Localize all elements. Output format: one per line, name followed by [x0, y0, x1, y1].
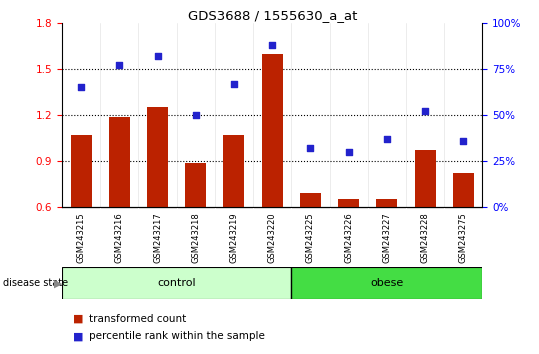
Text: GSM243220: GSM243220 — [268, 212, 277, 263]
Bar — [338, 199, 359, 207]
Point — [115, 63, 123, 68]
Point — [77, 85, 85, 90]
Point — [153, 53, 162, 59]
Text: ▶: ▶ — [54, 278, 63, 288]
Text: GSM243228: GSM243228 — [420, 212, 430, 263]
Text: GSM243227: GSM243227 — [382, 212, 391, 263]
Bar — [414, 150, 436, 207]
Bar — [224, 135, 245, 207]
Point — [344, 149, 353, 155]
Text: control: control — [157, 278, 196, 288]
Bar — [453, 173, 474, 207]
Text: GSM243216: GSM243216 — [115, 212, 124, 263]
Bar — [300, 193, 321, 207]
Point — [459, 138, 468, 144]
Text: GSM243215: GSM243215 — [77, 212, 86, 263]
Bar — [109, 116, 130, 207]
Text: transformed count: transformed count — [89, 314, 186, 324]
Bar — [376, 199, 397, 207]
Text: obese: obese — [370, 278, 404, 288]
Bar — [185, 162, 206, 207]
Text: disease state: disease state — [3, 278, 68, 288]
Text: GSM243226: GSM243226 — [344, 212, 353, 263]
Text: GSM243225: GSM243225 — [306, 212, 315, 263]
Bar — [262, 54, 283, 207]
Text: ■: ■ — [73, 331, 83, 341]
Text: GSM243218: GSM243218 — [191, 212, 201, 263]
Text: percentile rank within the sample: percentile rank within the sample — [89, 331, 265, 341]
Bar — [62, 267, 291, 299]
Text: GSM243275: GSM243275 — [459, 212, 468, 263]
Point — [421, 109, 430, 114]
Bar — [71, 135, 92, 207]
Bar — [291, 267, 482, 299]
Point — [268, 42, 277, 48]
Bar — [147, 107, 168, 207]
Point — [230, 81, 238, 87]
Title: GDS3688 / 1555630_a_at: GDS3688 / 1555630_a_at — [188, 9, 357, 22]
Text: GSM243219: GSM243219 — [230, 212, 238, 263]
Point — [191, 112, 200, 118]
Point — [383, 136, 391, 142]
Point — [306, 145, 315, 151]
Text: ■: ■ — [73, 314, 83, 324]
Text: GSM243217: GSM243217 — [153, 212, 162, 263]
